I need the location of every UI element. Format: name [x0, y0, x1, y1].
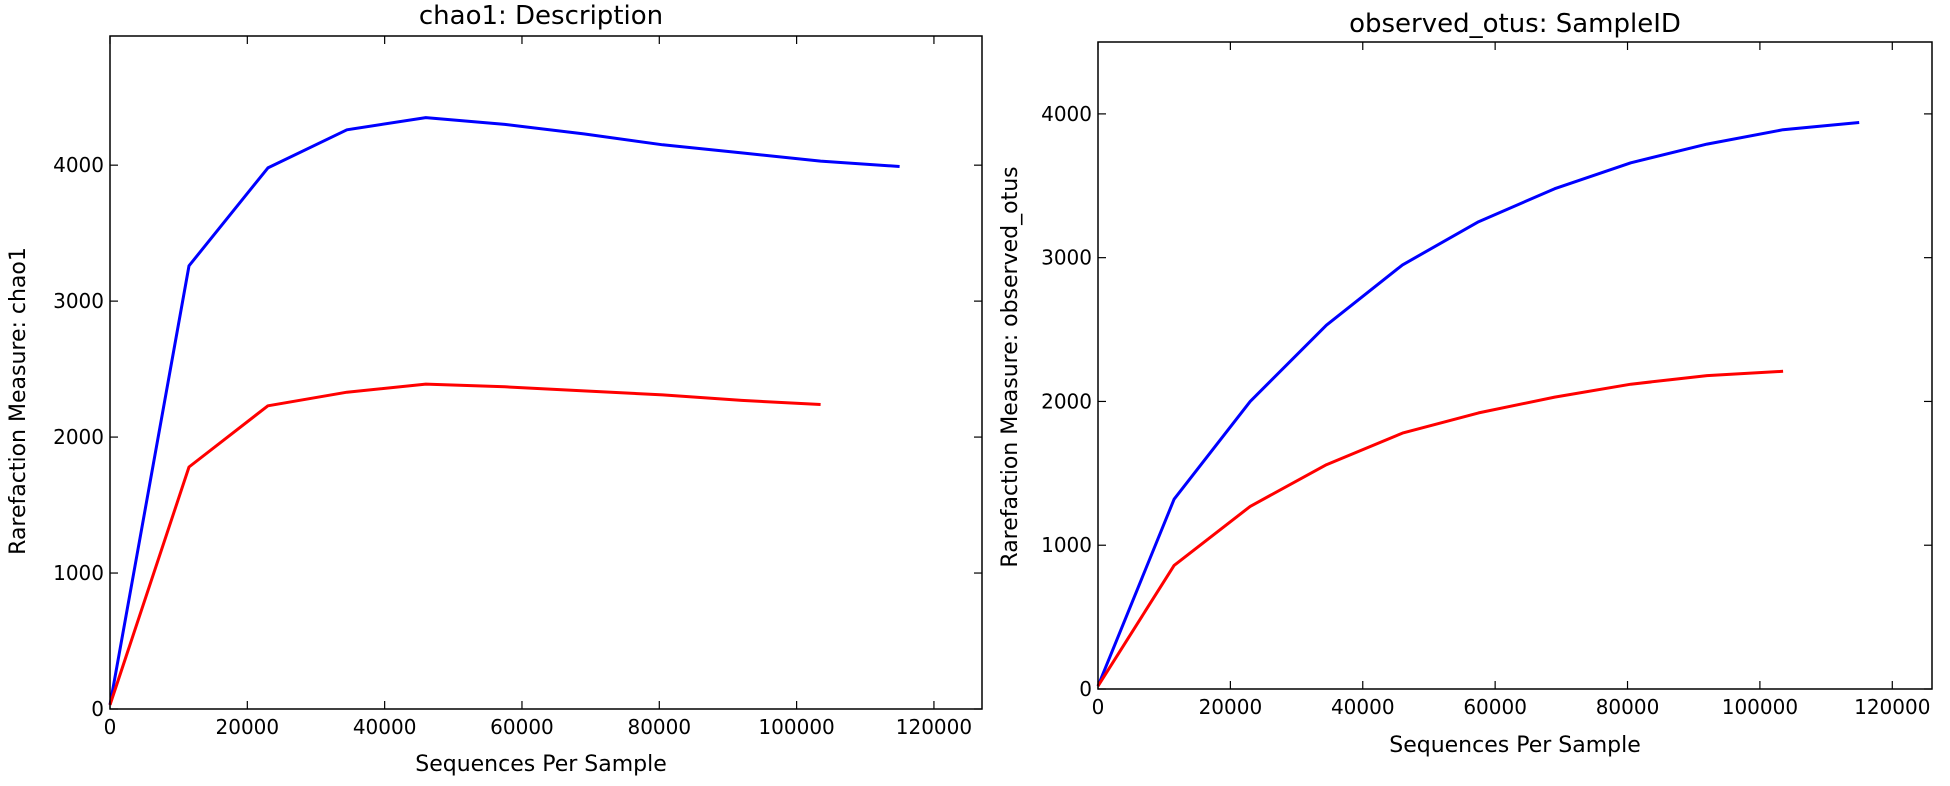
chao1-chart: chao1: Description Sequences Per Sample … — [6, 1, 983, 777]
y-axis-label: Rarefaction Measure: chao1 — [6, 247, 31, 555]
x-tick-label: 80000 — [1596, 695, 1660, 719]
y-tick-label: 3000 — [1041, 246, 1092, 270]
y-tick-label: 0 — [1079, 677, 1092, 701]
y-tick-label: 2000 — [1041, 389, 1092, 413]
x-tick-label: 100000 — [758, 715, 834, 739]
x-tick-label: 100000 — [1722, 695, 1798, 719]
series-line-0 — [108, 116, 900, 706]
x-axis-label: Sequences Per Sample — [415, 752, 667, 777]
y-tick-label: 2000 — [53, 425, 104, 449]
y-tick-label: 1000 — [1041, 533, 1092, 557]
x-tick-label: 20000 — [1199, 695, 1263, 719]
observed-otus-chart: observed_otus: SampleID Sequences Per Sa… — [998, 9, 1933, 758]
y-axis-label: Rarefaction Measure: observed_otus — [998, 166, 1023, 567]
x-tick-label: 60000 — [1463, 695, 1527, 719]
y-tick-label: 1000 — [53, 561, 104, 585]
x-tick-label: 20000 — [216, 715, 280, 739]
series-line-1 — [108, 382, 821, 706]
y-tick-label: 3000 — [53, 289, 104, 313]
y-tick-label: 4000 — [53, 153, 104, 177]
x-tick-label: 0 — [104, 715, 117, 739]
plot-frame — [1097, 41, 1933, 690]
x-tick-label: 40000 — [353, 715, 417, 739]
x-axis-label: Sequences Per Sample — [1389, 733, 1641, 758]
plot-frame — [109, 35, 983, 710]
chart-title: observed_otus: SampleID — [1349, 9, 1681, 39]
x-tick-label: 80000 — [627, 715, 691, 739]
chart-title: chao1: Description — [419, 1, 663, 31]
x-tick-label: 60000 — [490, 715, 554, 739]
x-tick-label: 120000 — [896, 715, 972, 739]
series-line-1 — [1096, 369, 1784, 687]
series-line-0 — [1096, 121, 1860, 687]
x-tick-label: 40000 — [1331, 695, 1395, 719]
y-tick-label: 4000 — [1041, 102, 1092, 126]
x-tick-label: 120000 — [1854, 695, 1930, 719]
y-tick-label: 0 — [91, 697, 104, 721]
x-tick-label: 0 — [1092, 695, 1105, 719]
